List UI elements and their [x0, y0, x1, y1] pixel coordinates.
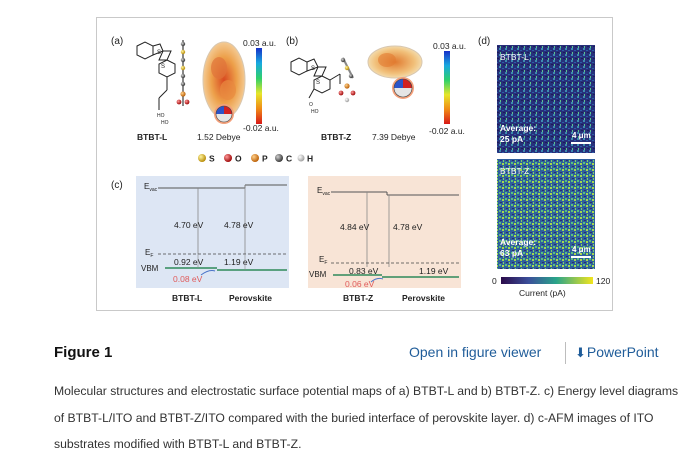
btbt-z-esp-map: [367, 45, 423, 99]
panel-a: (a) S S HO HO BTBT-L: [111, 36, 279, 142]
legend-p-sphere: [251, 154, 259, 162]
afm-top-scale: 4 μm: [572, 131, 591, 140]
afm-top-avg-value: 25 pA: [500, 134, 523, 144]
btbt-l-group2: HO: [161, 120, 169, 126]
panel-a-letter: (a): [111, 36, 123, 47]
powerpoint-download-link[interactable]: ⬇PowerPoint: [575, 344, 659, 361]
legend-c-label: C: [286, 154, 292, 164]
left-wf2: 4.78 eV: [224, 220, 254, 230]
right-offset: 0.06 eV: [345, 279, 375, 289]
right-wf2: 4.78 eV: [393, 222, 423, 232]
panel-b-letter: (b): [286, 36, 298, 47]
atom-legend: S O P C H: [198, 154, 313, 164]
esp-b-max: 0.03 a.u.: [433, 41, 466, 51]
link-divider: [565, 342, 566, 364]
afm-cbar-label: Current (pA): [519, 288, 566, 298]
left-vbm-label: VBM: [141, 264, 159, 273]
powerpoint-label: PowerPoint: [586, 344, 659, 360]
esp-colorbar-b: [444, 51, 450, 124]
btbt-l-ball-stick: [176, 40, 190, 106]
legend-h-sphere: [297, 154, 305, 162]
right-v1: 0.83 eV: [349, 266, 379, 276]
legend-h-label: H: [307, 154, 313, 164]
afm-image-top: BTBT-L Average: 25 pA 4 μm: [497, 45, 595, 153]
right-ef-label: EF: [319, 255, 327, 266]
btbt-z-structure: [290, 57, 341, 99]
panel-c-letter: (c): [111, 180, 123, 191]
afm-top-avg-label: Average:: [500, 123, 536, 133]
right-wf1: 4.84 eV: [340, 222, 370, 232]
figure-caption-text: Molecular structures and electrostatic s…: [54, 384, 679, 451]
btbt-l-esp-map: [202, 41, 246, 124]
panel-d-letter: (d): [478, 36, 490, 47]
svg-text:S: S: [157, 50, 161, 56]
afm-cbar-max: 120: [596, 276, 610, 286]
panel-b: (b) S S O HO BTBT-Z: [286, 36, 466, 142]
btbt-z-group1: O: [309, 102, 313, 108]
right-v2: 1.19 eV: [419, 266, 449, 276]
afm-cbar-min: 0: [492, 276, 497, 286]
afm-colorbar: [501, 277, 593, 284]
btbt-z-dipole: 7.39 Debye: [372, 132, 416, 142]
left-evac-label: Evac: [144, 182, 158, 193]
left-lbl1: BTBT-L: [172, 293, 202, 303]
afm-image-bottom: BTBT-Z Average: 63 pA 4 μm: [497, 159, 595, 269]
btbt-l-structure: [136, 41, 176, 110]
legend-o-sphere: [224, 154, 232, 162]
esp-a-min: -0.02 a.u.: [243, 123, 279, 133]
left-v2: 1.19 eV: [224, 257, 254, 267]
open-figure-viewer-link[interactable]: Open in figure viewer: [409, 344, 542, 360]
figure-image[interactable]: (a) S S HO HO BTBT-L: [96, 17, 613, 311]
esp-b-min: -0.02 a.u.: [429, 126, 465, 136]
afm-bottom-scalebar: [571, 256, 591, 258]
right-lbl2: Perovskite: [402, 293, 445, 303]
afm-bottom-avg-label: Average:: [500, 237, 536, 247]
legend-o-label: O: [235, 154, 242, 164]
download-icon: ⬇: [575, 345, 586, 360]
btbt-l-dipole: 1.52 Debye: [197, 132, 241, 142]
svg-text:S: S: [311, 66, 315, 72]
btbt-z-group2: HO: [311, 109, 319, 115]
legend-s-label: S: [209, 154, 215, 164]
btbt-l-label: BTBT-L: [137, 132, 167, 142]
left-offset: 0.08 eV: [173, 274, 203, 284]
legend-c-sphere: [275, 154, 283, 162]
right-lbl1: BTBT-Z: [343, 293, 373, 303]
legend-s-sphere: [198, 154, 206, 162]
figure-caption-bar: Figure 1 Open in figure viewer ⬇PowerPoi…: [54, 340, 674, 368]
left-ef-label: EF: [145, 248, 153, 259]
energy-left-bg: [136, 176, 289, 288]
figure-graphic: (a) S S HO HO BTBT-L: [111, 36, 610, 303]
afm-top-scalebar: [571, 142, 591, 144]
legend-p-label: P: [262, 154, 268, 164]
afm-bottom-name: BTBT-Z: [500, 166, 529, 176]
left-lbl2: Perovskite: [229, 293, 272, 303]
energy-diagram-left: Evac 4.70 eV 4.78 eV EF 0.92 eV 1.19 eV …: [136, 176, 289, 303]
right-evac-label: Evac: [317, 186, 331, 197]
btbt-z-label: BTBT-Z: [321, 132, 351, 142]
right-vbm-label: VBM: [309, 270, 327, 279]
btbt-l-group1: HO: [157, 113, 165, 119]
afm-top-name: BTBT-L: [500, 52, 529, 62]
panel-d: (d) BTBT-L Average: 25 pA 4 μm BTBT-Z Av…: [478, 36, 610, 298]
btbt-z-ball-stick: [338, 57, 356, 103]
left-wf1: 4.70 eV: [174, 220, 204, 230]
svg-text:S: S: [316, 80, 320, 86]
esp-a-max: 0.03 a.u.: [243, 38, 276, 48]
esp-colorbar-a: [256, 48, 262, 124]
left-v1: 0.92 eV: [174, 257, 204, 267]
svg-text:S: S: [161, 64, 165, 70]
afm-bottom-scale: 4 μm: [572, 245, 591, 254]
figure-title: Figure 1: [54, 344, 113, 361]
energy-diagram-right: Evac 4.84 eV 4.78 eV EF 0.83 eV 1.19 eV …: [308, 176, 461, 303]
afm-bottom-avg-value: 63 pA: [500, 248, 523, 258]
